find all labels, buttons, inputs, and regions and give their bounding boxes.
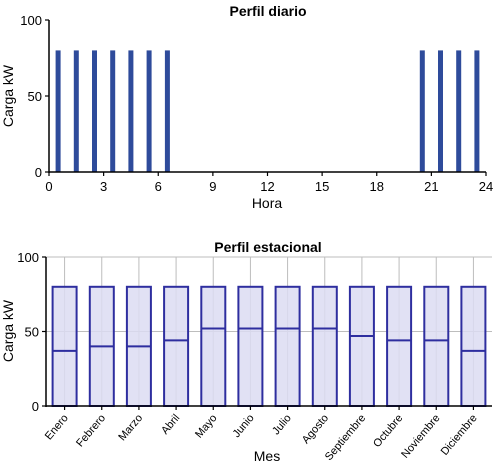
seasonal-x-axis-label: Mes [254, 448, 280, 464]
daily-x-tick-label: 9 [209, 179, 216, 194]
daily-bar [474, 50, 480, 172]
seasonal-x-tick-label: Abril [159, 412, 182, 437]
seasonal-box [237, 285, 264, 407]
daily-y-ticks: 0 50 100 [20, 13, 49, 180]
seasonal-x-tick-label: Agosto [300, 412, 331, 446]
seasonal-box [200, 285, 227, 407]
daily-x-ticks: 0 3 6 9 12 15 18 21 24 [45, 172, 493, 194]
daily-bar [92, 50, 97, 172]
seasonal-x-tick-label: Noviembre [399, 412, 442, 460]
seasonal-chart-title: Perfil estacional [214, 239, 321, 255]
seasonal-box [163, 285, 190, 407]
seasonal-box [423, 285, 450, 407]
seasonal-box [460, 285, 487, 407]
daily-bars [55, 50, 480, 172]
daily-x-axis-label: Hora [252, 195, 283, 211]
daily-bar [164, 50, 170, 172]
daily-x-tick-label: 18 [370, 179, 384, 194]
daily-x-tick-label: 24 [479, 179, 493, 194]
seasonal-box [274, 285, 301, 407]
seasonal-x-tick-label: Marzo [116, 412, 145, 443]
seasonal-x-tick-label: Diciembre [439, 412, 480, 458]
daily-y-tick-label: 50 [28, 89, 42, 104]
seasonal-y-ticks: 0 50 100 [17, 250, 46, 414]
daily-x-tick-label: 21 [424, 179, 438, 194]
daily-profile-chart: Perfil diario 0 50 100 0 3 6 9 12 15 18 21 24 Hora… [0, 3, 493, 211]
seasonal-x-tick-label: Enero [43, 412, 71, 442]
seasonal-profile-chart: Perfil estacional 0 50 100 Enero Febrero Mar… [0, 239, 492, 464]
seasonal-x-tick-label: Mayo [193, 412, 219, 440]
daily-bar [128, 50, 134, 172]
seasonal-box [311, 285, 338, 407]
seasonal-x-tick-label: Junio [231, 412, 257, 440]
daily-x-tick-label: 3 [100, 179, 107, 194]
seasonal-box [386, 285, 413, 407]
daily-bar [73, 50, 79, 172]
seasonal-x-tick-label: Febrero [74, 412, 108, 449]
daily-bar [110, 50, 116, 172]
daily-bar [419, 50, 425, 172]
daily-bar [438, 50, 443, 172]
daily-bar [146, 50, 152, 172]
daily-x-tick-label: 15 [315, 179, 329, 194]
seasonal-y-tick-label: 50 [25, 325, 39, 340]
seasonal-y-tick-label: 0 [32, 399, 39, 414]
daily-x-tick-label: 12 [260, 179, 274, 194]
daily-y-tick-label: 100 [20, 13, 42, 28]
daily-x-tick-label: 6 [155, 179, 162, 194]
daily-bar [456, 50, 462, 172]
seasonal-x-tick-label: Octubre [371, 412, 405, 450]
daily-x-tick-label: 0 [45, 179, 52, 194]
seasonal-y-axis-label: Carga kW [0, 299, 16, 362]
seasonal-y-tick-label: 100 [17, 250, 39, 265]
daily-y-tick-label: 0 [35, 165, 42, 180]
daily-bar [55, 50, 61, 172]
daily-y-axis-label: Carga kW [0, 64, 16, 127]
seasonal-boxes [51, 285, 487, 407]
seasonal-box [348, 285, 375, 407]
daily-chart-title: Perfil diario [229, 3, 306, 19]
seasonal-box [51, 285, 78, 407]
seasonal-x-tick-label: Julio [270, 412, 294, 437]
